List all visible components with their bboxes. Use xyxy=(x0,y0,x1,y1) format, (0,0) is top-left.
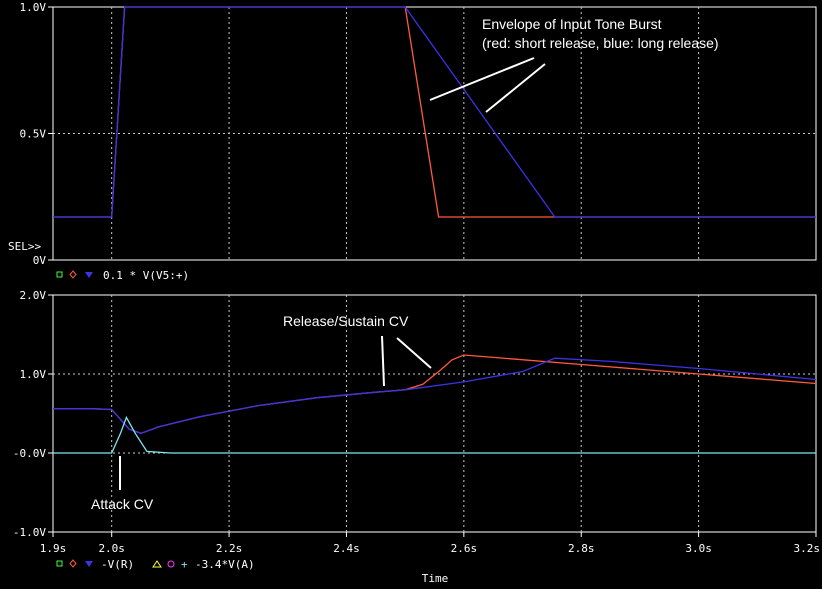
attack-label: Attack CV xyxy=(91,496,154,512)
legend2-circle-marker xyxy=(167,560,175,568)
top-annotation: Envelope of Input Tone Burst (red: short… xyxy=(429,16,719,113)
top-y-tick-label: 0V xyxy=(33,254,47,267)
x-tick-label: 2.6s xyxy=(451,542,478,555)
top-annotation-arrow-red xyxy=(429,57,535,101)
x-tick-label: 2.0s xyxy=(98,542,125,555)
x-tick-label: 2.8s xyxy=(568,542,595,555)
legend2-diamond-marker xyxy=(69,559,77,568)
top-series xyxy=(53,6,816,218)
top-legend-label: 0.1 * V(V5:+) xyxy=(103,269,189,282)
bottom-y-tick-label: -0.0V xyxy=(13,447,46,460)
x-tick-label: 1.9s xyxy=(40,542,67,555)
release-sustain-arrow-2 xyxy=(396,337,432,369)
top-series-line-1 xyxy=(53,6,816,218)
bottom-legend-label-1: -V(R) xyxy=(101,558,134,571)
top-annotation-line-1: Envelope of Input Tone Burst xyxy=(482,16,662,32)
x-tick-label: 2.2s xyxy=(216,542,243,555)
legend2-triangle-down-marker xyxy=(85,561,93,567)
top-annotation-arrow-blue xyxy=(485,63,546,113)
x-tick-labels: 1.9s 2.0s 2.2s 2.4s 2.6s 2.8s 3.0s 3.2s xyxy=(40,532,820,555)
legend-diamond-marker xyxy=(69,270,77,279)
release-sustain-arrow-1 xyxy=(381,335,385,387)
top-y-tick-label: 0.5V xyxy=(20,128,47,141)
bottom-plot-frame xyxy=(52,294,817,533)
bottom-series-line-2 xyxy=(53,415,816,454)
bottom-y-tick-label: 1.0V xyxy=(20,368,47,381)
legend-triangle-down-marker xyxy=(85,272,93,278)
release-sustain-label: Release/Sustain CV xyxy=(283,313,409,329)
legend2-square-marker xyxy=(56,560,63,567)
top-annotation-line-2: (red: short release, blue: long release) xyxy=(482,35,719,51)
bottom-legend-label-2: -3.4*V(A) xyxy=(195,558,255,571)
attack-annotation: Attack CV xyxy=(91,456,154,512)
selector-label: SEL>> xyxy=(8,240,41,253)
legend-square-marker xyxy=(56,271,63,278)
top-y-tick-labels: 1.0V 0.5V 0V xyxy=(20,1,53,267)
x-tick-label: 2.4s xyxy=(333,542,360,555)
legend2-triangle-up-marker xyxy=(152,560,162,568)
bottom-y-tick-label: -1.0V xyxy=(13,526,46,539)
bottom-series xyxy=(53,354,817,454)
bottom-legend: -V(R) + -3.4*V(A) xyxy=(56,558,255,571)
bottom-plot: 2.0V 1.0V -0.0V -1.0V 1.9s 2.0s 2.2s 2.4s 2.6s 2… xyxy=(13,289,820,555)
bottom-grid xyxy=(53,295,816,532)
legend2-plus-marker: + xyxy=(181,558,188,571)
bottom-y-tick-label: 2.0V xyxy=(20,289,47,302)
top-legend: 0.1 * V(V5:+) xyxy=(56,269,189,282)
bottom-series-line-0 xyxy=(53,354,817,434)
x-tick-label: 3.2s xyxy=(794,542,821,555)
x-axis-label: Time xyxy=(422,572,449,585)
top-y-tick-label: 1.0V xyxy=(20,1,47,14)
bottom-series-line-1 xyxy=(53,357,817,434)
x-tick-label: 3.0s xyxy=(685,542,712,555)
top-grid xyxy=(53,7,816,260)
top-plot: 1.0V 0.5V 0V SEL>> Envelope of Input Tone … xyxy=(8,1,817,267)
release-sustain-annotation: Release/Sustain CV xyxy=(283,313,432,387)
bottom-y-tick-labels: 2.0V 1.0V -0.0V -1.0V xyxy=(13,289,53,539)
